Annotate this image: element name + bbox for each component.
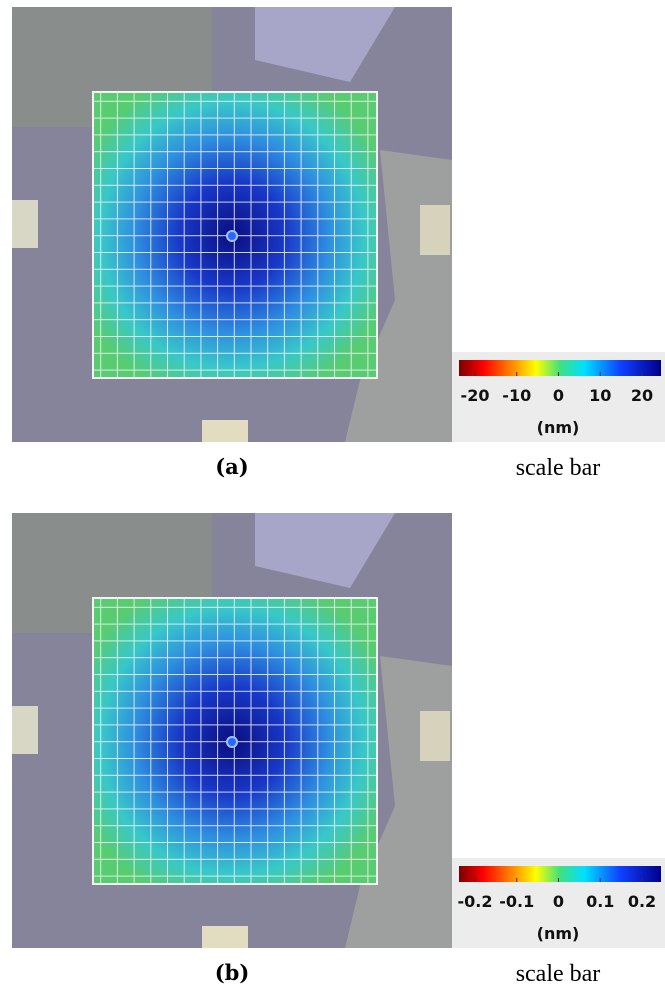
colorbar-tick-label: -20: [461, 386, 490, 405]
probe-point: [226, 230, 238, 242]
colorbar-tick-label: -0.1: [499, 892, 534, 911]
pad-bottom: [202, 926, 248, 948]
colorbar-unit: (nm): [537, 924, 580, 943]
pad-left: [12, 706, 38, 754]
contact-pad: [255, 513, 395, 588]
colorbar-unit: (nm): [537, 418, 580, 437]
panel-label: (a): [215, 454, 248, 479]
pad-bottom: [202, 420, 248, 442]
probe-point: [226, 736, 238, 748]
colorbar-tick-label: 0.1: [586, 892, 614, 911]
caption: scale bar: [516, 961, 601, 987]
pad-left: [12, 200, 38, 248]
panel: -20 -10 0 10 20 (nm) (a) scale bar: [12, 7, 665, 481]
colorbar-tick-label: 0.2: [628, 892, 656, 911]
panel: -0.2 -0.1 0 0.1 0.2 (nm) (b) scale bar: [12, 513, 665, 987]
mesh-border: [92, 91, 378, 379]
colorbar-tick-label: 0: [553, 892, 564, 911]
colorbar: [459, 866, 661, 882]
panel-label: (b): [215, 960, 250, 985]
contact-pad: [255, 7, 395, 82]
colorbar: [459, 360, 661, 376]
colorbar-tick-label: 0: [553, 386, 564, 405]
mesh-border: [92, 597, 378, 885]
colorbar-tick-label: 20: [631, 386, 653, 405]
caption: scale bar: [516, 455, 601, 481]
colorbar-tick-label: -0.2: [458, 892, 493, 911]
pad-right: [420, 711, 450, 761]
pad-right: [420, 205, 450, 255]
colorbar-tick-label: 10: [589, 386, 611, 405]
colorbar-tick-label: -10: [502, 386, 531, 405]
